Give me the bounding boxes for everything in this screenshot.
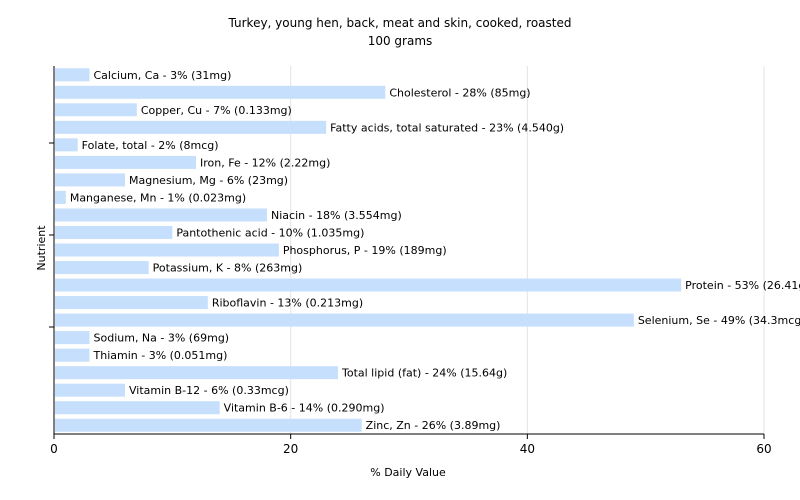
bar-7 xyxy=(55,190,66,204)
bar-10 xyxy=(55,243,279,257)
bar-17 xyxy=(55,366,338,380)
bar-13 xyxy=(55,296,208,310)
x-tick-label-0: 0 xyxy=(50,442,58,456)
bar-label-16: Thiamin - 3% (0.051mg) xyxy=(93,349,228,362)
bar-label-10: Phosphorus, P - 19% (189mg) xyxy=(283,244,447,257)
bar-2 xyxy=(55,103,137,117)
bar-15 xyxy=(55,331,90,345)
bar-label-14: Selenium, Se - 49% (34.3mcg) xyxy=(638,314,800,327)
bar-label-9: Pantothenic acid - 10% (1.035mg) xyxy=(176,226,364,239)
bar-3 xyxy=(55,120,327,134)
bar-label-4: Folate, total - 2% (8mcg) xyxy=(82,139,219,152)
bar-label-2: Copper, Cu - 7% (0.133mg) xyxy=(141,104,292,117)
bar-4 xyxy=(55,138,78,152)
bar-label-3: Fatty acids, total saturated - 23% (4.54… xyxy=(330,121,564,134)
bar-label-6: Magnesium, Mg - 6% (23mg) xyxy=(129,174,288,187)
bar-14 xyxy=(55,313,634,327)
bar-label-7: Manganese, Mn - 1% (0.023mg) xyxy=(70,191,246,204)
axis-layer: 0 20 40 60 xyxy=(49,66,772,456)
bar-11 xyxy=(55,261,149,275)
bar-0 xyxy=(55,68,90,82)
bar-label-17: Total lipid (fat) - 24% (15.64g) xyxy=(341,367,507,380)
bar-label-0: Calcium, Ca - 3% (31mg) xyxy=(94,69,232,82)
chart-subtitle: 100 grams xyxy=(368,34,433,48)
bar-19 xyxy=(55,401,220,415)
bar-8 xyxy=(55,208,267,222)
chart-title: Turkey, young hen, back, meat and skin, … xyxy=(228,16,572,30)
bar-5 xyxy=(55,155,196,169)
bar-18 xyxy=(55,383,125,397)
y-axis-label: Nutrient xyxy=(35,225,48,271)
bar-label-18: Vitamin B-12 - 6% (0.33mcg) xyxy=(129,384,289,397)
bar-label-15: Sodium, Na - 3% (69mg) xyxy=(94,332,230,345)
bar-16 xyxy=(55,348,90,362)
x-axis-label: % Daily Value xyxy=(370,466,446,479)
bar-label-13: Riboflavin - 13% (0.213mg) xyxy=(212,297,363,310)
bar-label-11: Potassium, K - 8% (263mg) xyxy=(153,262,303,275)
x-tick-label-20: 20 xyxy=(283,442,298,456)
bar-1 xyxy=(55,85,386,99)
bar-label-12: Protein - 53% (26.41g) xyxy=(685,279,800,292)
bar-label-1: Cholesterol - 28% (85mg) xyxy=(389,86,530,99)
bar-label-20: Zinc, Zn - 26% (3.89mg) xyxy=(366,419,501,432)
x-tick-label-60: 60 xyxy=(756,442,771,456)
bar-label-19: Vitamin B-6 - 14% (0.290mg) xyxy=(224,402,385,415)
bar-label-8: Niacin - 18% (3.554mg) xyxy=(271,209,402,222)
bar-12 xyxy=(55,278,682,292)
x-tick-label-40: 40 xyxy=(520,442,535,456)
bar-9 xyxy=(55,225,173,239)
bar-6 xyxy=(55,173,125,187)
bar-layer: Calcium, Ca - 3% (31mg) Cholesterol - 28%… xyxy=(55,68,800,432)
bar-label-5: Iron, Fe - 12% (2.22mg) xyxy=(200,156,330,169)
bar-20 xyxy=(55,418,362,432)
